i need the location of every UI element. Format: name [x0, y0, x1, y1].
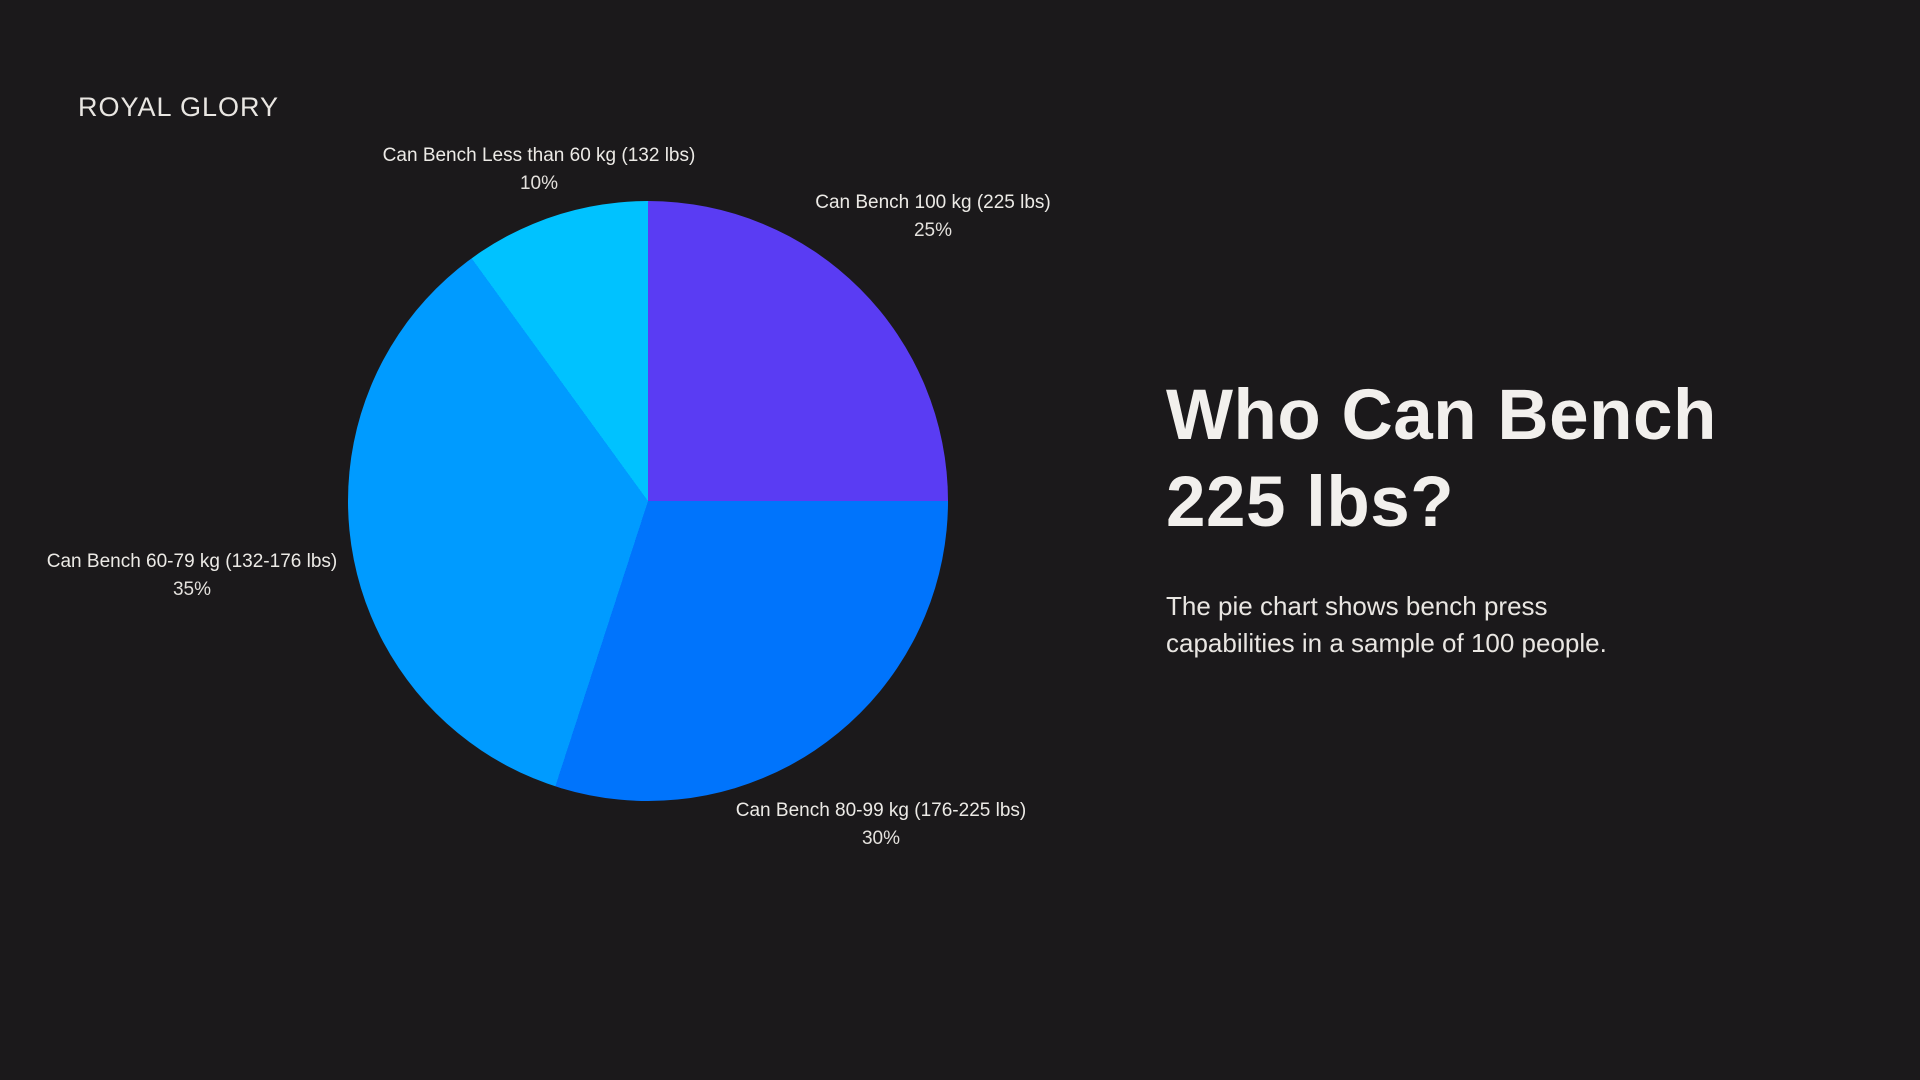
- page-title: Who Can Bench 225 lbs?: [1166, 376, 1717, 542]
- right-text-column: Who Can Bench 225 lbs? The pie chart sho…: [1166, 372, 1766, 662]
- pie-label-text: Can Bench 100 kg (225 lbs): [815, 192, 1051, 213]
- pie-label-percent: 30%: [861, 828, 901, 849]
- pie-label-text: Can Bench 60-79 kg (132-176 lbs): [46, 551, 338, 572]
- pie-label-80-99kg: Can Bench 80-99 kg (176-225 lbs) 30%: [736, 797, 1026, 853]
- pie-label-60-79kg: Can Bench 60-79 kg (132-176 lbs) 35%: [47, 548, 337, 604]
- pie-graphic: [348, 201, 948, 801]
- brand-logo-text: ROYAL GLORY: [78, 92, 280, 122]
- pie-label-percent: 35%: [172, 579, 212, 600]
- description-text: The pie chart shows bench press capabili…: [1166, 591, 1607, 658]
- pie-label-percent: 25%: [913, 220, 953, 241]
- pie-label-percent: 10%: [519, 173, 559, 194]
- pie-label-text: Can Bench 80-99 kg (176-225 lbs): [735, 800, 1027, 821]
- pie-label-100kg: Can Bench 100 kg (225 lbs) 25%: [815, 189, 1051, 245]
- pie-label-text: Can Bench Less than 60 kg (132 lbs): [382, 145, 696, 166]
- pie-label-less-than-60kg: Can Bench Less than 60 kg (132 lbs) 10%: [383, 142, 696, 198]
